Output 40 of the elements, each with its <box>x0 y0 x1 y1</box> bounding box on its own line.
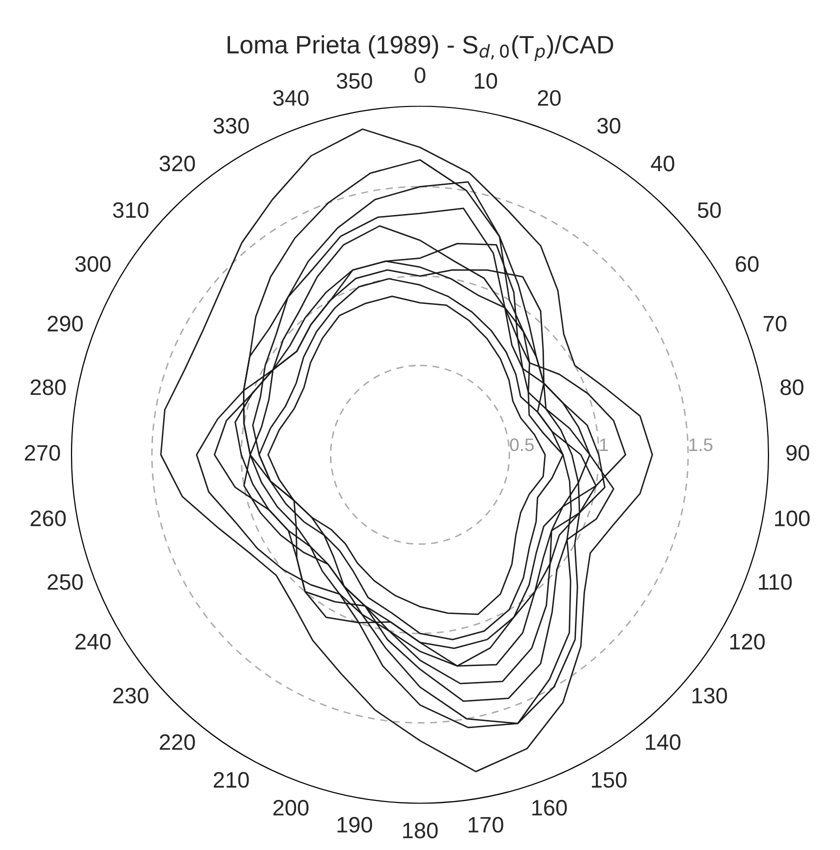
spoke-label: 170 <box>468 816 504 833</box>
spoke-label: 70 <box>764 316 786 332</box>
spoke-label: 330 <box>213 118 249 134</box>
spoke-label: 240 <box>76 634 111 650</box>
spoke-label: 140 <box>646 734 680 750</box>
spoke-label: 190 <box>338 816 372 833</box>
chart-title: Loma Prieta (1989) - S$_{d,0}$(T$_{p}$)/CAD <box>228 35 614 62</box>
spoke-label: 350 <box>336 73 372 89</box>
spoke-label: 320 <box>160 156 195 172</box>
spoke-label: 100 <box>775 510 810 526</box>
spoke-label: 210 <box>214 772 249 788</box>
spoke-label: 80 <box>780 379 804 396</box>
spoke-label: 150 <box>592 772 627 788</box>
spoke-label: 20 <box>538 90 561 106</box>
spoke-label: 120 <box>730 634 765 650</box>
spoke-label: 250 <box>48 574 83 590</box>
spoke-label: 10 <box>474 73 498 89</box>
spoke-label: 270 <box>24 444 60 461</box>
spoke-label: 260 <box>30 510 66 526</box>
spoke-label: 340 <box>273 90 308 106</box>
y-tick-label: 1 <box>600 438 608 452</box>
spoke-label: 230 <box>113 688 148 704</box>
spoke-label: 50 <box>698 202 721 218</box>
spoke-label: 300 <box>75 256 111 272</box>
spoke-label: 160 <box>532 800 567 816</box>
spoke-label: 130 <box>692 688 727 704</box>
spoke-label: 40 <box>650 156 674 172</box>
spoke-label: 0 <box>414 67 426 84</box>
spoke-label: 60 <box>736 256 759 272</box>
spoke-label: 110 <box>758 574 792 590</box>
spoke-label: 90 <box>786 444 810 461</box>
y-tick-label: 1.5 <box>689 438 712 452</box>
spoke-label: 220 <box>160 734 195 750</box>
spoke-label: 30 <box>597 118 620 134</box>
spoke-label: 200 <box>273 800 308 816</box>
spoke-label: 280 <box>30 379 66 396</box>
spoke-label: 310 <box>113 202 148 218</box>
spoke-label: 180 <box>403 822 438 838</box>
spoke-label: 290 <box>48 316 83 332</box>
y-tick-label: 0.5 <box>510 438 534 452</box>
